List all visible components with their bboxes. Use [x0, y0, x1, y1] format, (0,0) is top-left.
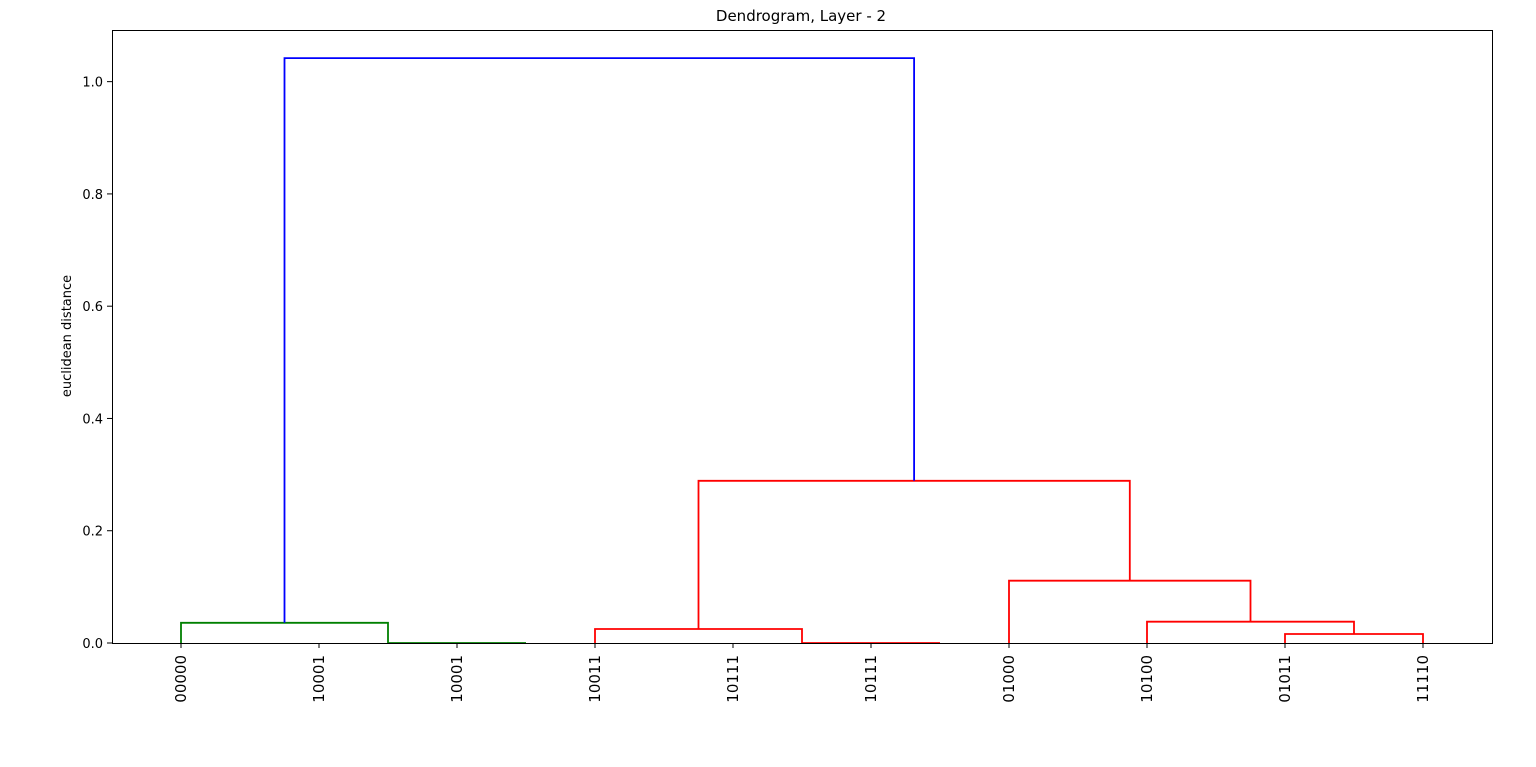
leaf-label-1: 10001 — [310, 655, 328, 703]
chart-title: Dendrogram, Layer - 2 — [716, 7, 886, 25]
y-tick-label-2: 0.4 — [82, 412, 103, 427]
dendrogram-link-1 — [180, 621, 389, 643]
leaf-label-0: 00000 — [172, 655, 190, 703]
y-axis-label: euclidean distance — [60, 275, 75, 397]
leaf-label-6: 01000 — [1000, 655, 1018, 703]
y-tick-label-4: 0.8 — [82, 188, 103, 203]
leaf-label-9: 11110 — [1414, 655, 1432, 703]
leaf-label-8: 01011 — [1276, 655, 1294, 703]
y-tick-label-5: 1.0 — [82, 76, 103, 91]
dendrogram-link-5 — [1146, 620, 1355, 643]
dendrogram-link-3 — [594, 628, 803, 643]
dendrogram-links — [180, 57, 1424, 644]
dendrogram-link-7 — [697, 479, 1131, 629]
leaf-label-2: 10001 — [448, 655, 466, 703]
leaf-label-3: 10011 — [586, 655, 604, 703]
y-tick-label-3: 0.6 — [82, 300, 103, 315]
leaf-label-7: 10100 — [1138, 655, 1156, 703]
dendrogram-link-6 — [1008, 579, 1252, 643]
y-axis-ticks: 0.0 0.2 0.4 0.6 0.8 1.0 — [82, 76, 112, 652]
leaf-label-5: 10111 — [862, 655, 880, 703]
dendrogram-link-4 — [1284, 633, 1424, 643]
y-tick-label-0: 0.0 — [82, 637, 103, 652]
dendrogram-link-8 — [283, 57, 915, 623]
plot-frame — [112, 30, 1493, 644]
x-axis-leaves: 00000 10001 10001 10011 10111 10111 01000 10100… — [172, 643, 1432, 703]
leaf-label-4: 10111 — [724, 655, 742, 703]
y-tick-label-1: 0.2 — [82, 525, 103, 540]
